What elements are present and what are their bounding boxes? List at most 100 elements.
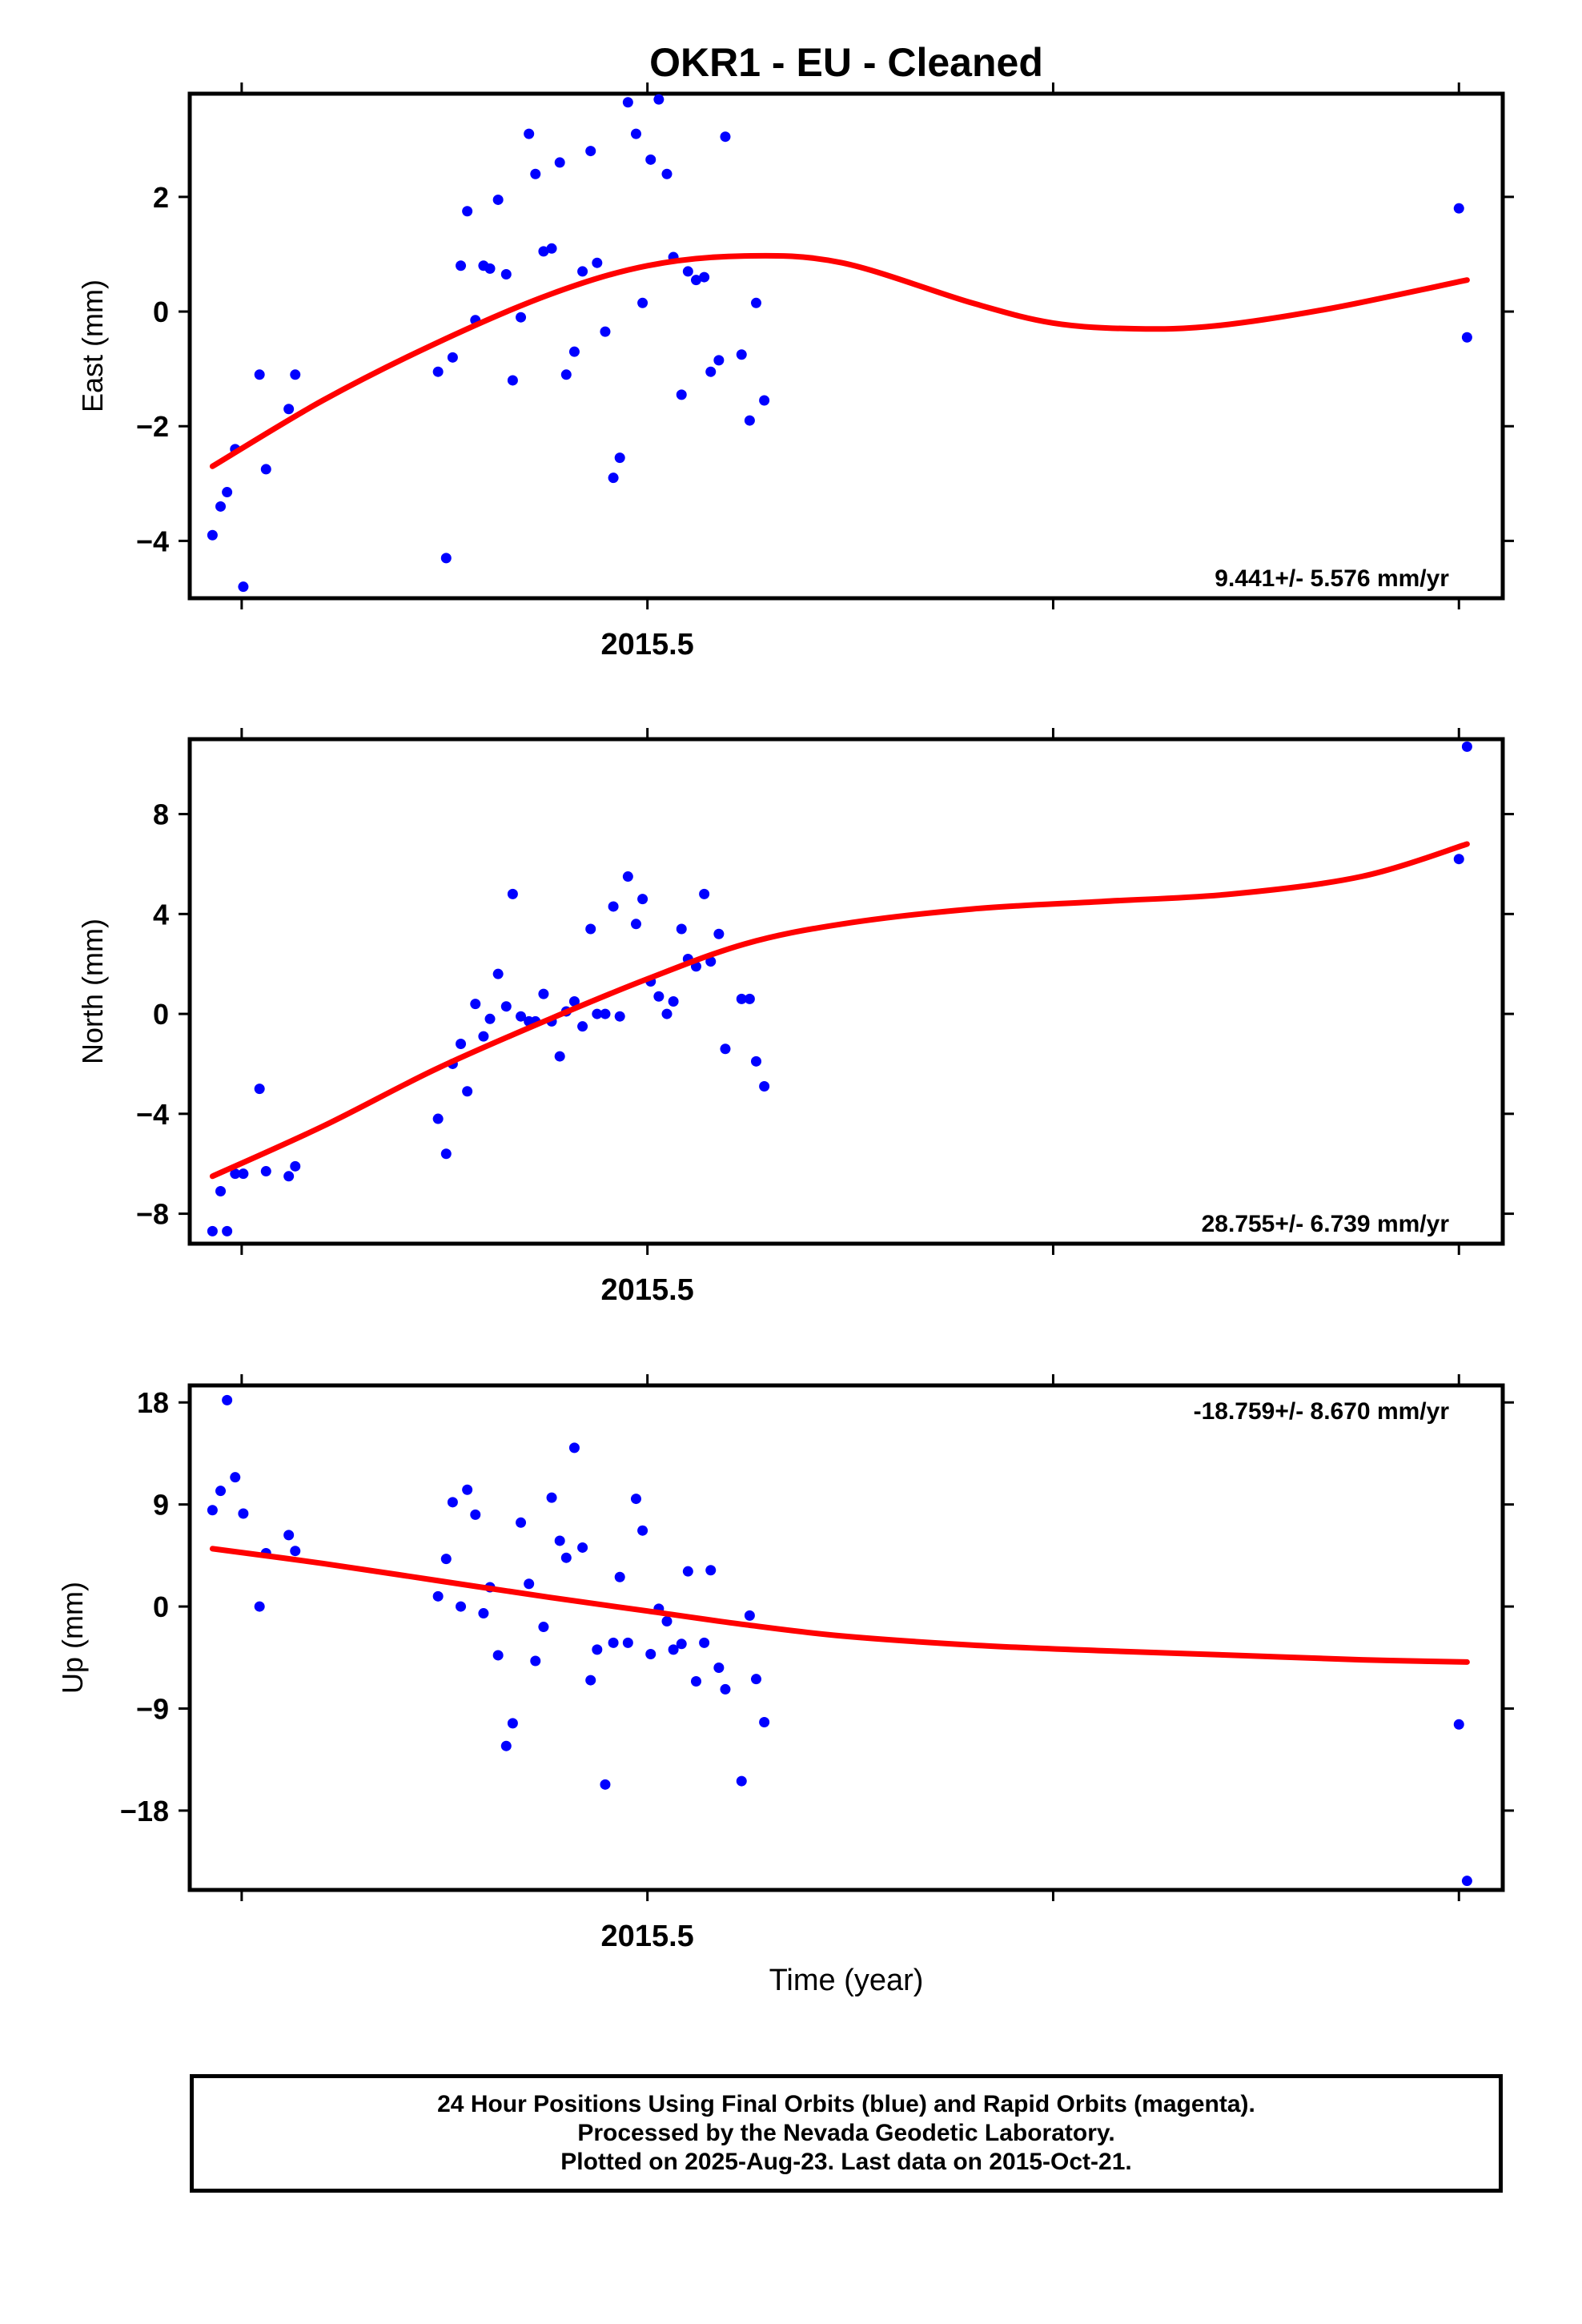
east-data-point <box>600 326 611 337</box>
east-data-point <box>554 157 565 168</box>
north-data-point <box>238 1168 249 1180</box>
north-data-point <box>630 919 641 930</box>
east-data-point <box>1453 203 1464 214</box>
north-data-point <box>230 1168 241 1180</box>
north-data-point <box>462 1086 473 1097</box>
east-y-axis-label: East (mm) <box>76 279 109 412</box>
north-fit-curve <box>209 841 1470 1180</box>
up-data-point <box>676 1638 687 1650</box>
east-data-point <box>432 366 444 377</box>
up-panel: 18 9 0 −9 −18 2015.5 Up (mm) -18.759+/- 8.670… <box>56 1374 1514 1953</box>
up-data-point <box>500 1740 512 1751</box>
north-data-point <box>676 923 687 935</box>
east-data-point <box>568 346 580 357</box>
up-data-point <box>699 1637 710 1648</box>
north-data-point <box>736 993 747 1004</box>
east-data-point <box>713 355 725 366</box>
east-data-point <box>507 375 518 386</box>
up-data-point <box>713 1663 725 1674</box>
east-data-point <box>614 452 625 464</box>
east-y-tick-label: 0 <box>153 296 169 328</box>
east-panel: 2 0 −2 −4 2015.5 East (mm) 9.441+/- 5.576 mm… <box>76 82 1514 661</box>
north-data-point <box>440 1148 452 1160</box>
up-data-point <box>560 1552 572 1563</box>
east-data-point <box>222 487 233 498</box>
up-data-point <box>538 1622 549 1633</box>
east-data-point <box>215 501 227 512</box>
east-data-point <box>447 352 458 363</box>
north-data-point <box>592 1008 603 1019</box>
up-x-tick-label: 2015.5 <box>601 1920 694 1953</box>
north-y-tick-label: −4 <box>136 1098 169 1131</box>
up-data-point <box>637 1525 648 1536</box>
up-data-point <box>668 1644 679 1655</box>
east-data-point <box>260 464 271 475</box>
north-data-point <box>750 1055 761 1067</box>
east-data-point <box>456 260 467 271</box>
up-y-tick-label: 9 <box>153 1489 169 1522</box>
up-y-axis-label: Up (mm) <box>56 1582 89 1694</box>
east-data-point <box>592 257 603 268</box>
north-data-point <box>500 1001 512 1012</box>
up-data-point <box>238 1508 249 1519</box>
north-y-tick-label: 4 <box>153 898 169 931</box>
up-data-point <box>690 1676 701 1687</box>
east-data-point <box>500 269 512 280</box>
east-y-tick-label: −2 <box>136 410 169 443</box>
north-data-point <box>614 1011 625 1022</box>
east-data-point <box>682 266 693 277</box>
north-data-point <box>516 1011 527 1022</box>
north-y-tick-label: 0 <box>153 998 169 1031</box>
up-data-point <box>546 1492 557 1503</box>
east-data-point <box>690 275 701 286</box>
north-data-point <box>568 995 580 1007</box>
up-data-point <box>470 1509 481 1520</box>
north-data-point <box>207 1225 218 1236</box>
up-data-point <box>554 1535 565 1546</box>
east-data-point <box>661 168 673 179</box>
up-data-point <box>456 1601 467 1612</box>
north-data-point <box>492 968 504 979</box>
east-plot-frame <box>187 91 1505 601</box>
up-y-tick-label: 18 <box>137 1386 169 1419</box>
north-data-point <box>290 1160 301 1172</box>
north-data-point <box>456 1038 467 1049</box>
up-y-tick-label: −9 <box>136 1692 169 1725</box>
north-data-point <box>470 999 481 1010</box>
up-data-point <box>568 1442 580 1454</box>
up-data-point <box>215 1486 227 1497</box>
north-y-axis-label: North (mm) <box>76 919 109 1064</box>
north-data-point <box>254 1084 265 1095</box>
up-data-point <box>736 1775 747 1787</box>
east-data-point <box>720 131 731 143</box>
up-y-tick-label: −18 <box>120 1795 169 1827</box>
up-data-point <box>530 1655 541 1667</box>
east-data-point <box>254 369 265 380</box>
x-axis-label: Time (year) <box>769 1964 924 1997</box>
up-data-point <box>432 1590 444 1602</box>
north-data-point <box>478 1031 489 1042</box>
north-data-point <box>608 901 619 912</box>
north-data-point <box>507 888 518 899</box>
east-data-point <box>622 97 633 108</box>
north-data-point <box>744 993 755 1004</box>
up-data-point <box>750 1674 761 1685</box>
east-data-point <box>290 369 301 380</box>
up-data-point <box>1453 1719 1464 1730</box>
east-x-tick-label: 2015.5 <box>601 628 694 661</box>
up-axes: 18 9 0 −9 −18 2015.5 <box>120 1374 1514 1953</box>
north-data-point <box>1453 854 1464 865</box>
up-data-point <box>207 1505 218 1516</box>
up-data-point <box>478 1608 489 1619</box>
up-data-point <box>492 1650 504 1661</box>
east-data-point <box>630 128 641 139</box>
north-data-point <box>713 928 725 939</box>
north-data-point <box>222 1225 233 1236</box>
north-data-point <box>577 1021 588 1032</box>
figure-title: OKR1 - EU - Cleaned <box>649 40 1043 85</box>
up-data-point <box>705 1565 717 1576</box>
east-data-point <box>705 366 717 377</box>
north-data-point <box>720 1043 731 1055</box>
north-data-point <box>1461 741 1472 752</box>
